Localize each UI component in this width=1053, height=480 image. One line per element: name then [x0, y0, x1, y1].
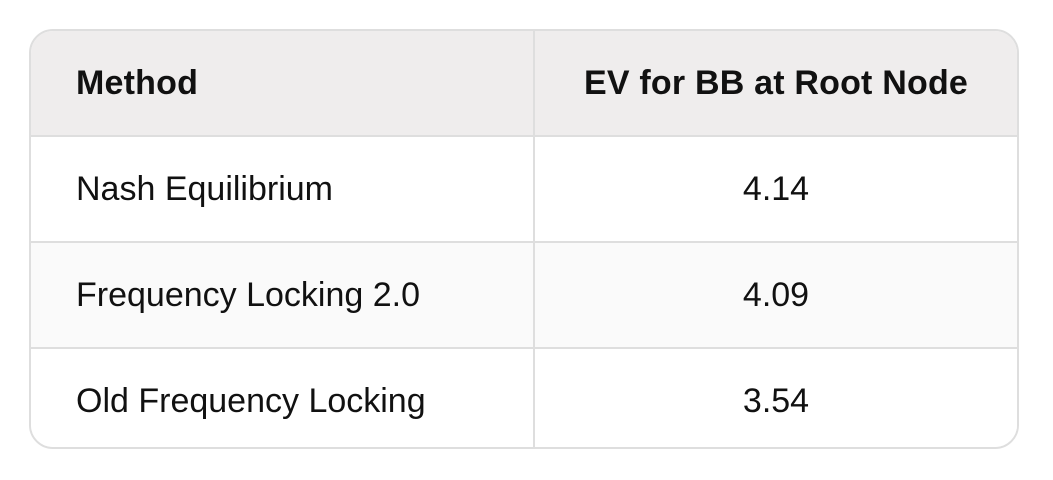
- column-header-ev: EV for BB at Root Node: [533, 31, 1017, 137]
- column-header-method: Method: [31, 31, 535, 137]
- ev-cell: 4.14: [533, 135, 1017, 243]
- method-cell: Old Frequency Locking: [31, 347, 535, 447]
- ev-cell: 4.09: [533, 241, 1017, 349]
- results-table-container: Method EV for BB at Root Node Nash Equil…: [29, 29, 1019, 449]
- table-header-row: Method EV for BB at Root Node: [31, 31, 1017, 137]
- table-row: Old Frequency Locking 3.54: [31, 347, 1017, 447]
- table-row: Nash Equilibrium 4.14: [31, 135, 1017, 243]
- results-table: Method EV for BB at Root Node Nash Equil…: [31, 31, 1017, 447]
- ev-cell: 3.54: [533, 347, 1017, 447]
- method-cell: Frequency Locking 2.0: [31, 241, 535, 349]
- table-row: Frequency Locking 2.0 4.09: [31, 241, 1017, 349]
- method-cell: Nash Equilibrium: [31, 135, 535, 243]
